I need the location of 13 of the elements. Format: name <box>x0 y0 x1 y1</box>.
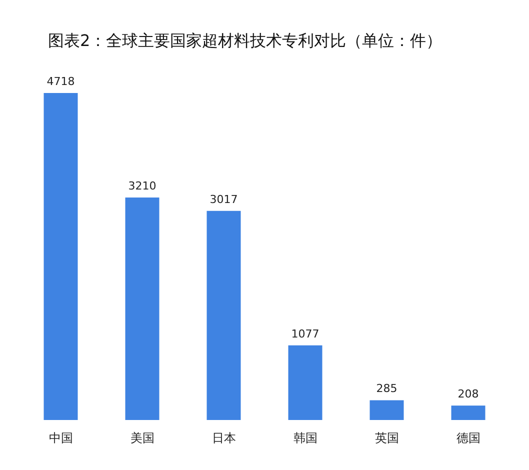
x-tick-label: 美国 <box>130 431 154 445</box>
x-tick-label: 韩国 <box>293 431 318 445</box>
x-tick-label: 英国 <box>374 431 399 445</box>
data-label: 1077 <box>291 327 320 340</box>
chart-title: 图表2：全球主要国家超材料技术专利对比（单位：件） <box>48 31 442 50</box>
data-label: 3210 <box>128 180 156 193</box>
data-label: 3017 <box>210 192 238 206</box>
data-label: 208 <box>458 388 479 401</box>
x-tick-label: 中国 <box>48 431 73 445</box>
x-tick-label: 日本 <box>212 431 236 445</box>
x-tick-label: 德国 <box>456 431 480 445</box>
data-label: 285 <box>376 382 398 396</box>
data-label: 4718 <box>46 75 75 88</box>
